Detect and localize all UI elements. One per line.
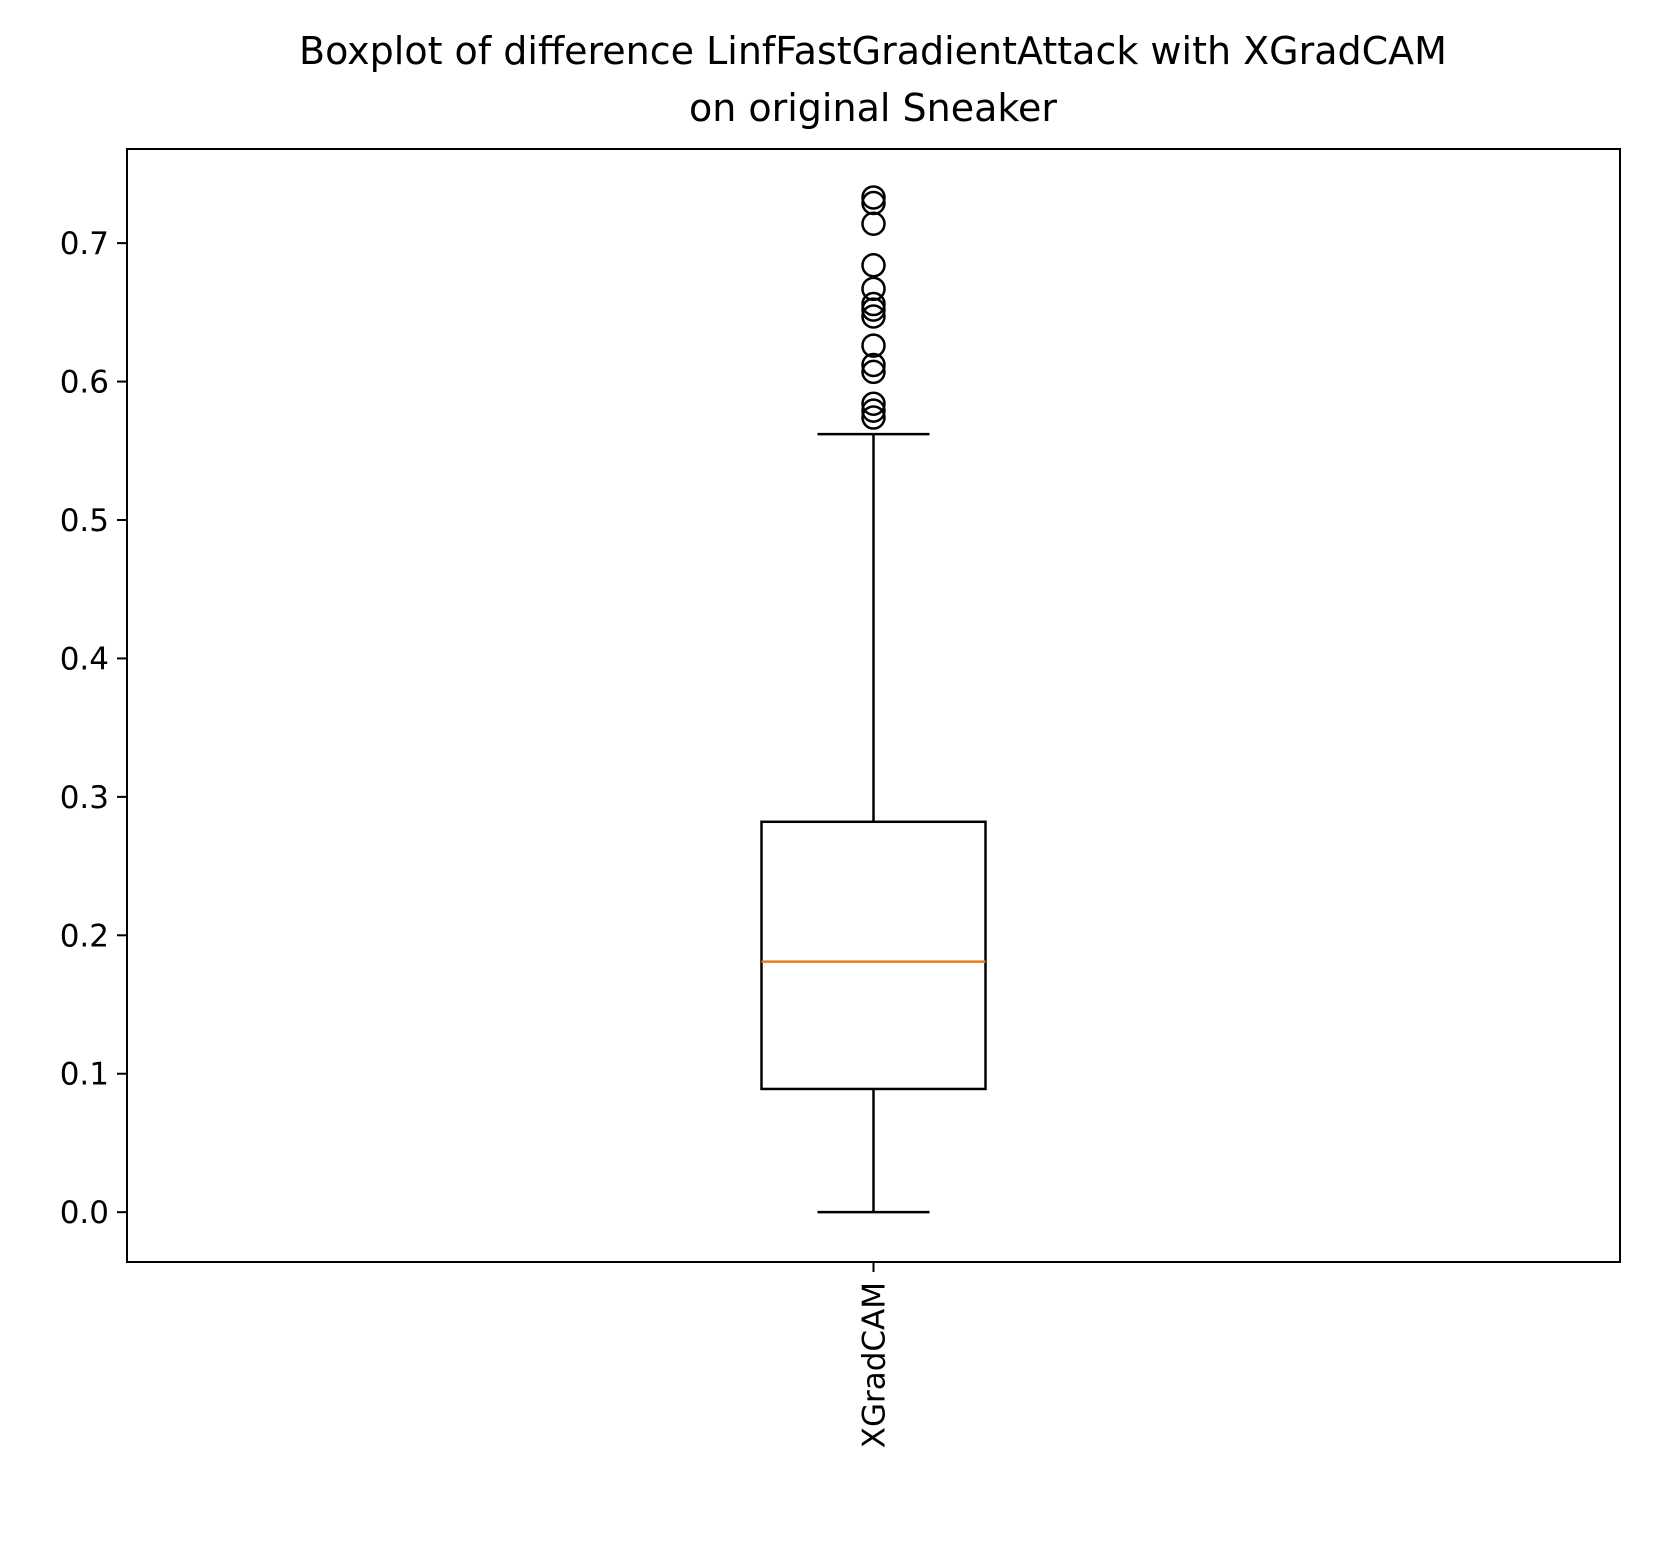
outlier-point (861, 190, 886, 216)
outlier-point (861, 405, 886, 430)
y-tick-label: 0.5 (60, 503, 109, 539)
y-tick-label: 0.6 (60, 365, 109, 401)
outlier-point (861, 291, 886, 317)
chart-title-line-1: Boxplot of difference LinfFastGradientAt… (299, 29, 1447, 73)
x-tick-label: XGradCAM (857, 1282, 893, 1448)
plot-area: 0.0 0.1 0.2 0.3 0.4 0.5 0.6 0.7 XGradCAM (60, 185, 987, 1448)
outlier-point (861, 352, 886, 378)
outlier-point (861, 185, 886, 210)
y-tick-label: 0.4 (60, 641, 109, 677)
y-tick-label: 0.0 (60, 1195, 109, 1231)
y-tick-label: 0.7 (60, 226, 109, 262)
outlier-point (861, 398, 886, 423)
outlier-point (861, 276, 886, 302)
y-tick-label: 0.2 (60, 918, 109, 954)
y-tick-label: 0.3 (60, 780, 109, 816)
axes-frame (126, 148, 1621, 1263)
outlier-point (861, 304, 886, 329)
outlier-point (861, 359, 886, 385)
y-tick-label: 0.1 (60, 1057, 109, 1093)
iqr-box (760, 820, 987, 1091)
chart-title-line-2: on original Sneaker (689, 86, 1057, 130)
outlier-point (861, 253, 886, 278)
outlier-point (861, 333, 886, 358)
outlier-point (861, 391, 886, 416)
